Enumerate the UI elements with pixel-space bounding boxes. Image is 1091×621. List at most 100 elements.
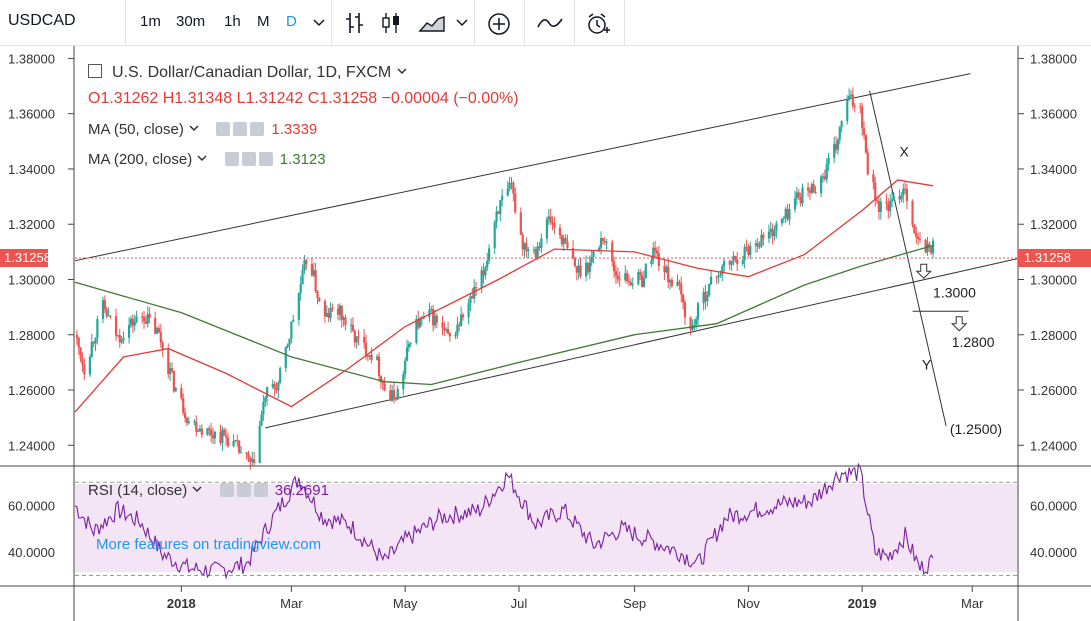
candles-style-icon[interactable] — [380, 11, 402, 35]
symbol-button[interactable]: USDCAD — [8, 12, 76, 29]
area-style-icon[interactable] — [418, 11, 446, 35]
candle — [670, 280, 674, 287]
interval-month[interactable]: M — [257, 13, 270, 30]
add-indicator-icon[interactable] — [486, 11, 512, 37]
candle — [928, 243, 931, 247]
candle — [564, 238, 567, 242]
chevron-down-icon[interactable] — [191, 485, 203, 495]
candle — [331, 307, 334, 309]
candle — [519, 212, 522, 235]
candle — [652, 247, 655, 261]
candle — [629, 282, 632, 286]
candle — [161, 342, 164, 350]
candle — [323, 301, 327, 317]
candle — [806, 187, 810, 191]
close-icon — [258, 152, 273, 166]
candle — [732, 255, 735, 262]
candle — [441, 322, 444, 328]
ohlc-values: O1.31262 H1.31348 L1.31242 C1.31258 −0.0… — [88, 90, 519, 107]
price-tick-label: 1.30000 — [1030, 272, 1077, 287]
indicators-icon[interactable] — [536, 11, 564, 35]
trendline-upper-channel — [74, 73, 971, 262]
toolbar-divider — [624, 0, 625, 46]
rsi-label[interactable]: RSI (14, close) — [88, 482, 188, 499]
candle — [340, 305, 343, 320]
interval-day[interactable]: D — [286, 13, 297, 30]
candle — [715, 276, 718, 278]
chevron-down-icon[interactable] — [196, 154, 208, 164]
interval-30m[interactable]: 30m — [176, 13, 206, 30]
candle — [146, 313, 149, 324]
rsi-value: 36.2691 — [274, 482, 329, 499]
chevron-down-icon[interactable] — [312, 11, 326, 35]
candle — [394, 397, 397, 400]
candle — [810, 184, 813, 193]
candle — [523, 243, 526, 250]
time-axis: 2018 Mar May Jul Sep Nov 2019 Mar — [167, 586, 984, 611]
candle — [366, 355, 369, 357]
candle — [122, 337, 125, 341]
candle — [823, 176, 826, 180]
candle — [460, 314, 463, 326]
arrow-down-icon — [915, 263, 932, 279]
candle — [213, 431, 217, 439]
candle — [141, 316, 144, 318]
ma50-buttons[interactable] — [216, 122, 267, 140]
candle — [812, 184, 815, 193]
candle — [704, 291, 707, 302]
chevron-down-icon[interactable] — [188, 124, 200, 134]
candle — [758, 246, 761, 248]
candle — [433, 315, 437, 326]
ma200-buttons[interactable] — [224, 152, 276, 170]
price-tick-label: 1.30000 — [8, 272, 55, 287]
candle — [349, 324, 353, 326]
candle — [120, 340, 123, 343]
price-tick-label: 1.32000 — [1030, 217, 1077, 232]
candle — [495, 211, 498, 223]
price-tick-label: 1.24000 — [1030, 438, 1077, 453]
bars-style-icon[interactable] — [344, 11, 366, 35]
visibility-icon — [219, 483, 234, 497]
candle — [473, 287, 476, 299]
candle — [461, 314, 465, 318]
candle — [197, 430, 200, 432]
candle — [271, 384, 274, 387]
close-icon — [253, 483, 268, 497]
candle — [127, 324, 131, 338]
interval-1h[interactable]: 1h — [224, 13, 241, 30]
chevron-down-icon[interactable] — [455, 11, 469, 35]
candle — [680, 283, 683, 295]
arrows — [915, 263, 968, 332]
promo-link[interactable]: More features on tradingview.com — [96, 536, 322, 553]
ma200-label[interactable]: MA (200, close) — [88, 151, 193, 168]
interval-1m[interactable]: 1m — [140, 13, 161, 30]
candle — [90, 341, 93, 357]
candle — [760, 234, 763, 247]
candle — [210, 429, 213, 436]
candle — [553, 223, 556, 228]
chevron-down-icon[interactable] — [396, 67, 408, 77]
alarm-clock-icon[interactable] — [585, 11, 613, 39]
candle — [118, 334, 121, 343]
candle — [355, 336, 358, 343]
candle — [195, 421, 198, 432]
candle — [105, 308, 108, 317]
collapse-icon[interactable] — [88, 64, 102, 78]
candle — [862, 128, 866, 135]
candle — [875, 199, 879, 202]
annotation-label: 1.3000 — [933, 284, 976, 300]
candle — [771, 228, 774, 237]
candle — [874, 182, 877, 200]
ma50-label[interactable]: MA (50, close) — [88, 121, 184, 138]
rsi-buttons[interactable] — [219, 483, 271, 501]
candle — [81, 358, 84, 365]
candle — [631, 284, 634, 286]
candle — [107, 315, 110, 317]
candle — [239, 452, 243, 454]
candle — [611, 242, 614, 262]
candle — [702, 291, 705, 304]
candle — [913, 224, 916, 234]
candle — [445, 329, 448, 331]
rsi-tick-label: 40.0000 — [1030, 545, 1077, 560]
